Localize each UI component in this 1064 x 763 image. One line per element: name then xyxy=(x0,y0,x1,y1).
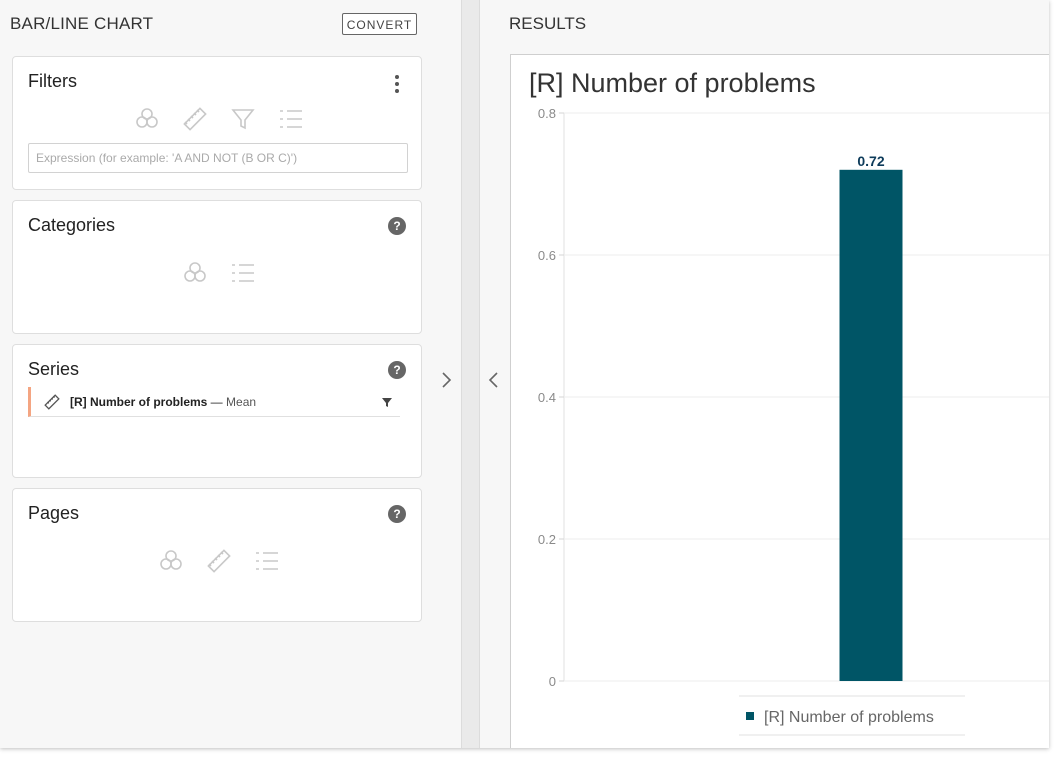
filter-icon[interactable] xyxy=(381,396,393,408)
bar[interactable] xyxy=(839,169,903,682)
y-tick-label: 0.2 xyxy=(538,532,556,547)
y-tick-label: 0.8 xyxy=(538,106,556,121)
series-title: Series xyxy=(28,359,80,379)
app-window: BAR/LINE CHART CONVERT Filters Expressio… xyxy=(0,0,1049,748)
list-icon[interactable] xyxy=(229,259,257,287)
chevron-right-icon[interactable] xyxy=(440,371,452,389)
series-item-separator: — xyxy=(207,395,223,409)
help-icon[interactable]: ? xyxy=(388,217,406,235)
variables-icon[interactable] xyxy=(181,259,209,287)
chart-container: [R] Number of problems 0 0.2 0.4 0.6 0.8 0.7… xyxy=(510,54,1049,748)
results-panel: RESULTS [R] Number of problems 0 0.2 0.4 0.… xyxy=(479,0,1049,748)
list-icon[interactable] xyxy=(253,547,281,575)
ruler-icon[interactable] xyxy=(205,547,233,575)
filters-title: Filters xyxy=(28,71,77,91)
convert-button[interactable]: CONVERT xyxy=(342,13,417,35)
ruler-icon xyxy=(44,394,60,410)
series-card: Series ? [R] Number of problems — Mean xyxy=(12,344,422,478)
filter-expression-input[interactable]: Expression (for example: 'A AND NOT (B O… xyxy=(28,143,408,173)
filters-card: Filters Expression (for example: 'A AND … xyxy=(12,56,422,190)
series-item-name: [R] Number of problems xyxy=(70,395,208,409)
bar-chart: 0 0.2 0.4 0.6 0.8 0.72 [R] Number of problem… xyxy=(538,106,1049,736)
filter-icon[interactable] xyxy=(229,105,257,133)
y-tick-label: 0.6 xyxy=(538,248,556,263)
help-icon[interactable]: ? xyxy=(388,361,406,379)
series-item-label: [R] Number of problems — Mean xyxy=(70,395,256,409)
help-icon[interactable]: ? xyxy=(388,505,406,523)
series-item[interactable]: [R] Number of problems — Mean xyxy=(28,387,400,417)
series-item-aggregate: Mean xyxy=(226,395,257,409)
pages-card: Pages ? xyxy=(12,488,422,622)
list-icon[interactable] xyxy=(277,105,305,133)
categories-title: Categories xyxy=(28,215,116,235)
variables-icon[interactable] xyxy=(157,547,185,575)
ruler-icon[interactable] xyxy=(181,105,209,133)
more-options-icon[interactable] xyxy=(395,75,399,96)
y-tick-label: 0.4 xyxy=(538,390,556,405)
legend-swatch xyxy=(746,712,754,720)
results-title: RESULTS xyxy=(509,14,587,33)
legend-label[interactable]: [R] Number of problems xyxy=(764,709,934,726)
y-tick-label: 0 xyxy=(549,674,556,689)
categories-card: Categories ? xyxy=(12,200,422,334)
chevron-left-icon[interactable] xyxy=(488,371,500,389)
data-label: 0.72 xyxy=(857,153,884,169)
chart-config-panel: BAR/LINE CHART CONVERT Filters Expressio… xyxy=(0,0,462,748)
chart-title: [R] Number of problems xyxy=(529,68,816,98)
panel-title: BAR/LINE CHART xyxy=(10,14,154,33)
pages-title: Pages xyxy=(28,503,80,523)
variables-icon[interactable] xyxy=(133,105,161,133)
